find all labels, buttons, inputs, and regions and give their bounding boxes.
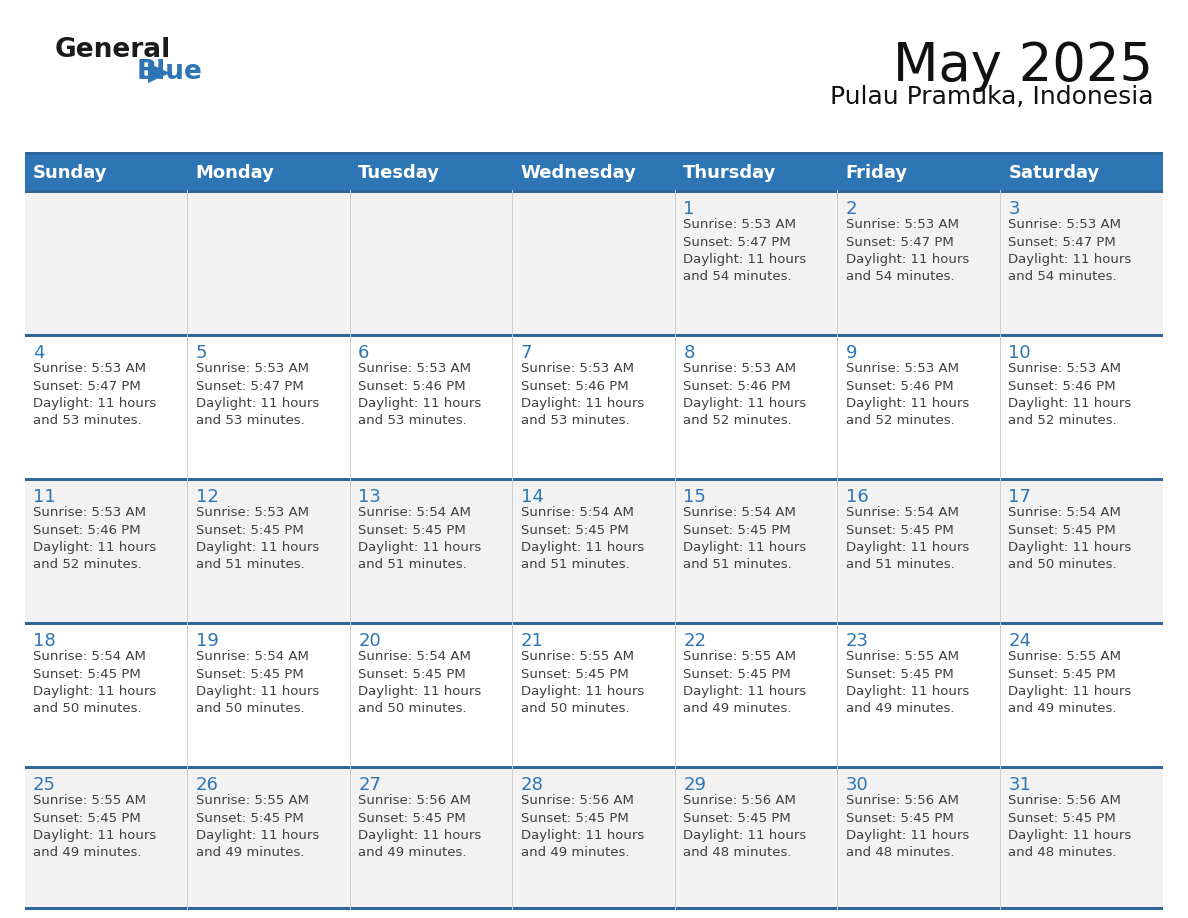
Bar [25,766,1163,910]
Text: 4: 4 [33,344,44,362]
Text: Thursday: Thursday [683,163,777,182]
Text: 12: 12 [196,488,219,506]
Text: 1: 1 [683,200,695,218]
Text: 27: 27 [358,776,381,794]
Text: Tuesday: Tuesday [358,163,440,182]
Text: Sunrise: 5:55 AM
Sunset: 5:45 PM
Daylight: 11 hours
and 49 minutes.: Sunrise: 5:55 AM Sunset: 5:45 PM Dayligh… [33,794,157,859]
Text: 25: 25 [33,776,56,794]
Text: Sunrise: 5:53 AM
Sunset: 5:46 PM
Daylight: 11 hours
and 52 minutes.: Sunrise: 5:53 AM Sunset: 5:46 PM Dayligh… [33,506,157,572]
Bar [25,190,1163,334]
Text: 3: 3 [1009,200,1020,218]
Text: 16: 16 [846,488,868,506]
Text: Sunrise: 5:53 AM
Sunset: 5:47 PM
Daylight: 11 hours
and 53 minutes.: Sunrise: 5:53 AM Sunset: 5:47 PM Dayligh… [196,362,318,428]
Text: Sunrise: 5:56 AM
Sunset: 5:45 PM
Daylight: 11 hours
and 49 minutes.: Sunrise: 5:56 AM Sunset: 5:45 PM Dayligh… [520,794,644,859]
Polygon shape [148,63,170,83]
Text: Sunrise: 5:54 AM
Sunset: 5:45 PM
Daylight: 11 hours
and 50 minutes.: Sunrise: 5:54 AM Sunset: 5:45 PM Dayligh… [196,650,318,715]
Text: Sunrise: 5:53 AM
Sunset: 5:46 PM
Daylight: 11 hours
and 53 minutes.: Sunrise: 5:53 AM Sunset: 5:46 PM Dayligh… [358,362,481,428]
Bar [25,334,1163,337]
Text: Sunday: Sunday [33,163,107,182]
Text: 5: 5 [196,344,207,362]
Text: 15: 15 [683,488,706,506]
Text: Sunrise: 5:55 AM
Sunset: 5:45 PM
Daylight: 11 hours
and 49 minutes.: Sunrise: 5:55 AM Sunset: 5:45 PM Dayligh… [1009,650,1132,715]
Bar [25,478,1163,481]
Text: Sunrise: 5:55 AM
Sunset: 5:45 PM
Daylight: 11 hours
and 50 minutes.: Sunrise: 5:55 AM Sunset: 5:45 PM Dayligh… [520,650,644,715]
Text: 21: 21 [520,632,544,650]
Bar [25,152,1163,155]
Text: Sunrise: 5:53 AM
Sunset: 5:46 PM
Daylight: 11 hours
and 53 minutes.: Sunrise: 5:53 AM Sunset: 5:46 PM Dayligh… [520,362,644,428]
Text: 29: 29 [683,776,707,794]
Text: Saturday: Saturday [1009,163,1100,182]
Text: Sunrise: 5:54 AM
Sunset: 5:45 PM
Daylight: 11 hours
and 51 minutes.: Sunrise: 5:54 AM Sunset: 5:45 PM Dayligh… [846,506,969,572]
Text: 19: 19 [196,632,219,650]
Text: 2: 2 [846,200,858,218]
Text: 18: 18 [33,632,56,650]
Text: 17: 17 [1009,488,1031,506]
Bar [25,622,1163,766]
Text: Sunrise: 5:56 AM
Sunset: 5:45 PM
Daylight: 11 hours
and 48 minutes.: Sunrise: 5:56 AM Sunset: 5:45 PM Dayligh… [1009,794,1132,859]
Text: Sunrise: 5:55 AM
Sunset: 5:45 PM
Daylight: 11 hours
and 49 minutes.: Sunrise: 5:55 AM Sunset: 5:45 PM Dayligh… [683,650,807,715]
Text: 23: 23 [846,632,868,650]
Text: Sunrise: 5:56 AM
Sunset: 5:45 PM
Daylight: 11 hours
and 49 minutes.: Sunrise: 5:56 AM Sunset: 5:45 PM Dayligh… [358,794,481,859]
Text: Sunrise: 5:53 AM
Sunset: 5:47 PM
Daylight: 11 hours
and 53 minutes.: Sunrise: 5:53 AM Sunset: 5:47 PM Dayligh… [33,362,157,428]
Text: 24: 24 [1009,632,1031,650]
Text: 14: 14 [520,488,544,506]
Text: Sunrise: 5:54 AM
Sunset: 5:45 PM
Daylight: 11 hours
and 51 minutes.: Sunrise: 5:54 AM Sunset: 5:45 PM Dayligh… [520,506,644,572]
Text: Sunrise: 5:54 AM
Sunset: 5:45 PM
Daylight: 11 hours
and 50 minutes.: Sunrise: 5:54 AM Sunset: 5:45 PM Dayligh… [33,650,157,715]
Text: Blue: Blue [137,59,203,85]
Text: 13: 13 [358,488,381,506]
Text: Sunrise: 5:53 AM
Sunset: 5:47 PM
Daylight: 11 hours
and 54 minutes.: Sunrise: 5:53 AM Sunset: 5:47 PM Dayligh… [846,218,969,284]
Bar [25,907,1163,910]
Text: Sunrise: 5:54 AM
Sunset: 5:45 PM
Daylight: 11 hours
and 51 minutes.: Sunrise: 5:54 AM Sunset: 5:45 PM Dayligh… [683,506,807,572]
Text: 6: 6 [358,344,369,362]
Text: Sunrise: 5:53 AM
Sunset: 5:46 PM
Daylight: 11 hours
and 52 minutes.: Sunrise: 5:53 AM Sunset: 5:46 PM Dayligh… [683,362,807,428]
Text: 20: 20 [358,632,381,650]
Text: Sunrise: 5:53 AM
Sunset: 5:47 PM
Daylight: 11 hours
and 54 minutes.: Sunrise: 5:53 AM Sunset: 5:47 PM Dayligh… [1009,218,1132,284]
Text: Sunrise: 5:53 AM
Sunset: 5:46 PM
Daylight: 11 hours
and 52 minutes.: Sunrise: 5:53 AM Sunset: 5:46 PM Dayligh… [846,362,969,428]
Text: Sunrise: 5:54 AM
Sunset: 5:45 PM
Daylight: 11 hours
and 51 minutes.: Sunrise: 5:54 AM Sunset: 5:45 PM Dayligh… [358,506,481,572]
Bar [25,478,1163,622]
Bar [25,622,1163,625]
Text: General: General [55,37,171,63]
Text: May 2025: May 2025 [893,40,1154,92]
Text: Monday: Monday [196,163,274,182]
Text: Sunrise: 5:55 AM
Sunset: 5:45 PM
Daylight: 11 hours
and 49 minutes.: Sunrise: 5:55 AM Sunset: 5:45 PM Dayligh… [846,650,969,715]
Text: 11: 11 [33,488,56,506]
Text: 28: 28 [520,776,544,794]
Bar [25,334,1163,478]
Text: Wednesday: Wednesday [520,163,637,182]
Text: 31: 31 [1009,776,1031,794]
Bar [25,155,1163,190]
Text: 8: 8 [683,344,695,362]
Text: Sunrise: 5:55 AM
Sunset: 5:45 PM
Daylight: 11 hours
and 49 minutes.: Sunrise: 5:55 AM Sunset: 5:45 PM Dayligh… [196,794,318,859]
Text: Sunrise: 5:56 AM
Sunset: 5:45 PM
Daylight: 11 hours
and 48 minutes.: Sunrise: 5:56 AM Sunset: 5:45 PM Dayligh… [683,794,807,859]
Text: 26: 26 [196,776,219,794]
Text: Pulau Pramuka, Indonesia: Pulau Pramuka, Indonesia [829,85,1154,109]
Text: 7: 7 [520,344,532,362]
Text: Sunrise: 5:53 AM
Sunset: 5:46 PM
Daylight: 11 hours
and 52 minutes.: Sunrise: 5:53 AM Sunset: 5:46 PM Dayligh… [1009,362,1132,428]
Text: Sunrise: 5:54 AM
Sunset: 5:45 PM
Daylight: 11 hours
and 50 minutes.: Sunrise: 5:54 AM Sunset: 5:45 PM Dayligh… [1009,506,1132,572]
Text: Sunrise: 5:56 AM
Sunset: 5:45 PM
Daylight: 11 hours
and 48 minutes.: Sunrise: 5:56 AM Sunset: 5:45 PM Dayligh… [846,794,969,859]
Text: 30: 30 [846,776,868,794]
Text: 22: 22 [683,632,707,650]
Text: Sunrise: 5:54 AM
Sunset: 5:45 PM
Daylight: 11 hours
and 50 minutes.: Sunrise: 5:54 AM Sunset: 5:45 PM Dayligh… [358,650,481,715]
Text: 10: 10 [1009,344,1031,362]
Text: Sunrise: 5:53 AM
Sunset: 5:47 PM
Daylight: 11 hours
and 54 minutes.: Sunrise: 5:53 AM Sunset: 5:47 PM Dayligh… [683,218,807,284]
Bar [25,190,1163,193]
Text: Sunrise: 5:53 AM
Sunset: 5:45 PM
Daylight: 11 hours
and 51 minutes.: Sunrise: 5:53 AM Sunset: 5:45 PM Dayligh… [196,506,318,572]
Text: 9: 9 [846,344,858,362]
Bar [25,766,1163,769]
Text: Friday: Friday [846,163,908,182]
